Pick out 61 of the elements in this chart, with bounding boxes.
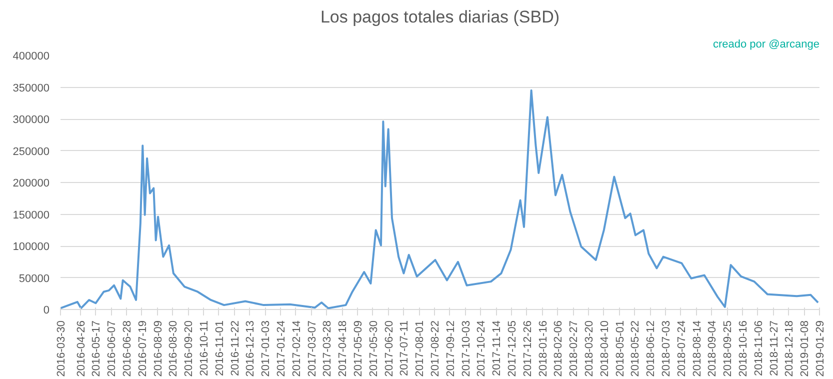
- x-tick-label: 2017-01-03: [260, 320, 272, 377]
- x-tick-label: 2016-11-01: [214, 320, 226, 376]
- x-tick-label: 2017-05-09: [352, 320, 364, 377]
- x-tick-label: 2016-04-26: [75, 320, 88, 377]
- x-tick-label: 2017-03-07: [306, 320, 318, 377]
- y-tick-label: 100000: [12, 241, 50, 253]
- x-tick-label: 2016-03-30: [56, 320, 68, 377]
- x-tick-label: 2018-07-03: [660, 320, 672, 377]
- x-tick-label: 2017-10-24: [476, 320, 488, 377]
- x-tick-label: 2016-08-09: [152, 320, 164, 377]
- x-tick-label: 2018-05-22: [630, 320, 642, 377]
- x-tick-label: 2017-05-30: [368, 320, 380, 377]
- x-tick-label: 2018-01-16: [537, 320, 550, 377]
- x-tick-label: 2018-09-04: [706, 320, 719, 377]
- x-tick-label: 2017-04-18: [337, 320, 350, 377]
- x-tick-label: 2017-11-14: [491, 320, 504, 376]
- x-tick-label: 2017-09-12: [444, 320, 457, 377]
- x-tick-label: 2017-03-28: [322, 320, 334, 377]
- x-tick-label: 2018-11-27: [768, 320, 780, 376]
- chart-title: Los pagos totales diarias (SBD): [320, 8, 560, 26]
- y-tick-label: 150000: [12, 209, 50, 222]
- x-tick-label: 2018-03-20: [584, 320, 596, 377]
- x-tick-label: 2017-07-11: [398, 320, 411, 376]
- y-tick-label: 250000: [12, 146, 50, 158]
- x-tick-label: 2017-12-26: [522, 320, 534, 377]
- x-tick-label: 2016-09-20: [183, 320, 196, 377]
- x-tick-label: 2018-02-27: [568, 320, 580, 377]
- x-tick-label: 2018-12-18: [784, 320, 796, 377]
- x-tick-label: 2016-05-17: [90, 320, 103, 377]
- x-tick-label: 2019-01-29: [814, 320, 826, 377]
- x-tick-label: 2018-10-16: [738, 320, 750, 377]
- y-tick-label: 50000: [18, 272, 50, 285]
- x-tick-label: 2017-01-24: [276, 320, 288, 377]
- x-tick-label: 2016-12-13: [244, 320, 257, 377]
- x-tick-label: 2018-02-06: [552, 320, 565, 377]
- y-tick-label: 400000: [12, 50, 50, 62]
- x-tick-label: 2016-06-28: [122, 320, 134, 377]
- x-tick-label: 2017-06-20: [383, 320, 396, 377]
- x-tick-label: 2017-08-01: [414, 320, 426, 377]
- x-tick-label: 2016-07-19: [136, 320, 149, 377]
- x-tick-label: 2018-07-24: [676, 320, 688, 377]
- x-tick-label: 2018-06-12: [645, 320, 658, 377]
- x-tick-label: 2017-02-14: [290, 320, 303, 377]
- x-tick-label: 2016-11-22: [229, 320, 242, 376]
- x-tick-label: 2018-04-10: [598, 320, 611, 377]
- y-tick-label: 200000: [12, 178, 50, 190]
- x-tick-label: 2017-10-03: [460, 320, 472, 377]
- x-tick-label: 2018-09-25: [722, 320, 734, 377]
- y-tick-label: 350000: [12, 82, 50, 94]
- x-tick-label: 2016-10-11: [198, 320, 210, 376]
- x-tick-label: 2017-12-05: [506, 320, 518, 377]
- x-tick-label: 2016-06-07: [106, 320, 118, 377]
- y-tick-label: 300000: [12, 114, 50, 126]
- x-tick-label: 2018-05-01: [614, 320, 626, 377]
- x-tick-label: 2017-08-22: [430, 320, 442, 377]
- x-tick-label: 2019-01-08: [799, 320, 812, 377]
- x-tick-label: 2016-08-30: [168, 320, 180, 377]
- y-tick-label: 0: [43, 304, 50, 316]
- text: creado por @arcange: [712, 38, 820, 50]
- x-tick-label: 2018-11-06: [752, 320, 765, 376]
- x-tick-label: 2018-08-14: [691, 320, 704, 377]
